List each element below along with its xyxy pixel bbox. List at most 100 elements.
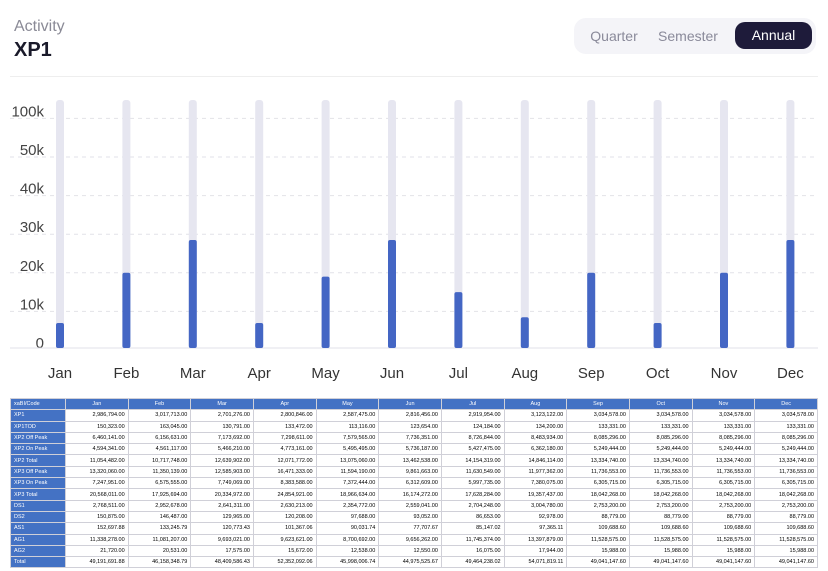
bar-track (255, 100, 264, 348)
cell: 11,736,553.00 (566, 465, 630, 479)
cell: 7,736,351.00 (378, 431, 442, 445)
cell: 18,042,268.00 (566, 488, 630, 501)
row-label: XP1 (10, 409, 66, 422)
cell: 93,052.00 (378, 510, 442, 524)
table-row: XP3 Off Peak 13,320,060.00 11,350,139.00 12… (10, 465, 818, 479)
cell: 16,075.00 (440, 544, 505, 558)
cell: 120,773.43 (190, 522, 254, 535)
cell: 11,736,553.00 (754, 465, 818, 479)
cell: 8,085,296.00 (566, 431, 630, 445)
bar-track (454, 100, 463, 348)
cell: 5,466,210.00 (190, 443, 254, 456)
cell: 5,997,735.00 (440, 477, 505, 490)
cell: 14,846,114.00 (503, 454, 568, 467)
cell: 17,575.00 (190, 544, 254, 558)
table-row: XP2 Total 11,054,482.00 10,717,748.00 12,63… (10, 454, 818, 467)
cell: 146,487.00 (127, 510, 192, 524)
cell: 11,594,190.00 (315, 465, 380, 479)
y-tick-label: 0 (36, 335, 44, 352)
cell: 8,085,296.00 (691, 431, 756, 445)
cell: 17,628,284.00 (440, 488, 505, 501)
cell: 6,305,715.00 (691, 477, 756, 490)
cell: 6,312,609.00 (378, 477, 442, 490)
table-row: Total 49,191,691.88 46,158,348.79 48,409,58… (10, 556, 818, 569)
column-header: May (315, 397, 380, 411)
cell: 7,173,692.00 (190, 431, 254, 445)
table-row: AS1 152,697.88 133,245.79 120,773.43 101,367… (10, 522, 818, 535)
cell: 5,736,187.00 (378, 443, 442, 456)
cell: 15,672.00 (252, 544, 317, 558)
column-header: Jul (440, 397, 505, 411)
cell: 88,779.00 (691, 510, 756, 524)
cell: 11,977,362.00 (503, 465, 568, 479)
cell: 49,191,691.88 (65, 556, 129, 569)
cell: 12,639,902.00 (190, 454, 254, 467)
cell: 2,641,311.00 (190, 499, 254, 512)
cell: 7,298,611.00 (252, 431, 317, 445)
row-label: Total (10, 556, 66, 569)
cell: 11,054,482.00 (65, 454, 129, 467)
bar (454, 292, 463, 348)
cell: 85,147.02 (440, 522, 505, 535)
cell: 2,753,200.00 (691, 499, 756, 512)
cell: 3,017,713.00 (127, 409, 192, 422)
y-tick-label: 100k (11, 103, 44, 120)
x-tick-label: Sep (578, 365, 605, 382)
bar (786, 239, 795, 348)
cell: 8,483,934.00 (503, 431, 568, 445)
cell: 8,085,296.00 (754, 431, 818, 445)
y-tick-label: 40k (20, 181, 45, 198)
cell: 49,041,147.60 (691, 556, 756, 569)
column-header: Mar (190, 397, 254, 411)
subtitle: Activity (14, 18, 65, 35)
cell: 133,331.00 (754, 420, 818, 433)
cell: 7,749,069.00 (190, 477, 254, 490)
toggle-option[interactable]: Semester (658, 28, 718, 44)
cell: 6,156,631.00 (127, 431, 192, 445)
cell: 8,085,296.00 (628, 431, 693, 445)
cell: 4,561,117.00 (127, 443, 192, 456)
cell: 2,800,846.00 (252, 409, 317, 422)
bar (122, 272, 131, 348)
table-row: XP1 2,986,794.00 3,017,713.00 2,701,276.00 2… (10, 409, 818, 422)
y-tick-label: 10k (20, 296, 45, 313)
table-row: AG2 21,720.00 20,531.00 17,575.00 15,672.00 1… (10, 544, 818, 558)
column-header: Apr (252, 397, 317, 411)
cell: 101,367.06 (252, 522, 317, 535)
cell: 54,071,819.11 (503, 556, 568, 569)
toggle-option[interactable]: Annual (735, 22, 812, 49)
toggle-option[interactable]: Quarter (590, 28, 638, 44)
cell: 109,688.60 (566, 522, 630, 535)
cell: 24,854,921.00 (252, 488, 317, 501)
cell: 2,952,678.00 (127, 499, 192, 512)
cell: 6,305,715.00 (628, 477, 693, 490)
cell: 13,334,740.00 (628, 454, 693, 467)
cell: 9,861,663.00 (378, 465, 442, 479)
table-row: XP2 On Peak 4,594,341.00 4,561,117.00 5,466… (10, 443, 818, 456)
row-label: XP3 On Peak (10, 477, 66, 490)
row-label: XP3 Off Peak (10, 465, 66, 479)
cell: 5,495,495.00 (315, 443, 380, 456)
column-header: Sep (566, 397, 630, 411)
cell: 11,338,278.00 (65, 533, 129, 546)
cell: 2,559,041.00 (378, 499, 442, 512)
cell: 2,587,475.00 (315, 409, 380, 422)
x-tick-label: Mar (180, 365, 206, 382)
bar (388, 239, 396, 348)
cell: 11,350,139.00 (127, 465, 192, 479)
cell: 17,944.00 (503, 544, 568, 558)
cell: 5,249,444.00 (754, 443, 818, 456)
cell: 3,123,122.00 (503, 409, 568, 422)
row-label: AS1 (10, 522, 66, 535)
cell: 49,041,147.60 (566, 556, 630, 569)
column-header: Dec (754, 397, 818, 411)
cell: 5,249,444.00 (566, 443, 630, 456)
y-tick-label: 50k (20, 142, 45, 159)
cell: 6,575,555.00 (127, 477, 192, 490)
cell: 12,538.00 (315, 544, 380, 558)
column-header: Aug (503, 397, 568, 411)
cell: 13,075,060.00 (315, 454, 380, 467)
cell: 2,630,213.00 (252, 499, 317, 512)
column-header: Feb (127, 397, 192, 411)
